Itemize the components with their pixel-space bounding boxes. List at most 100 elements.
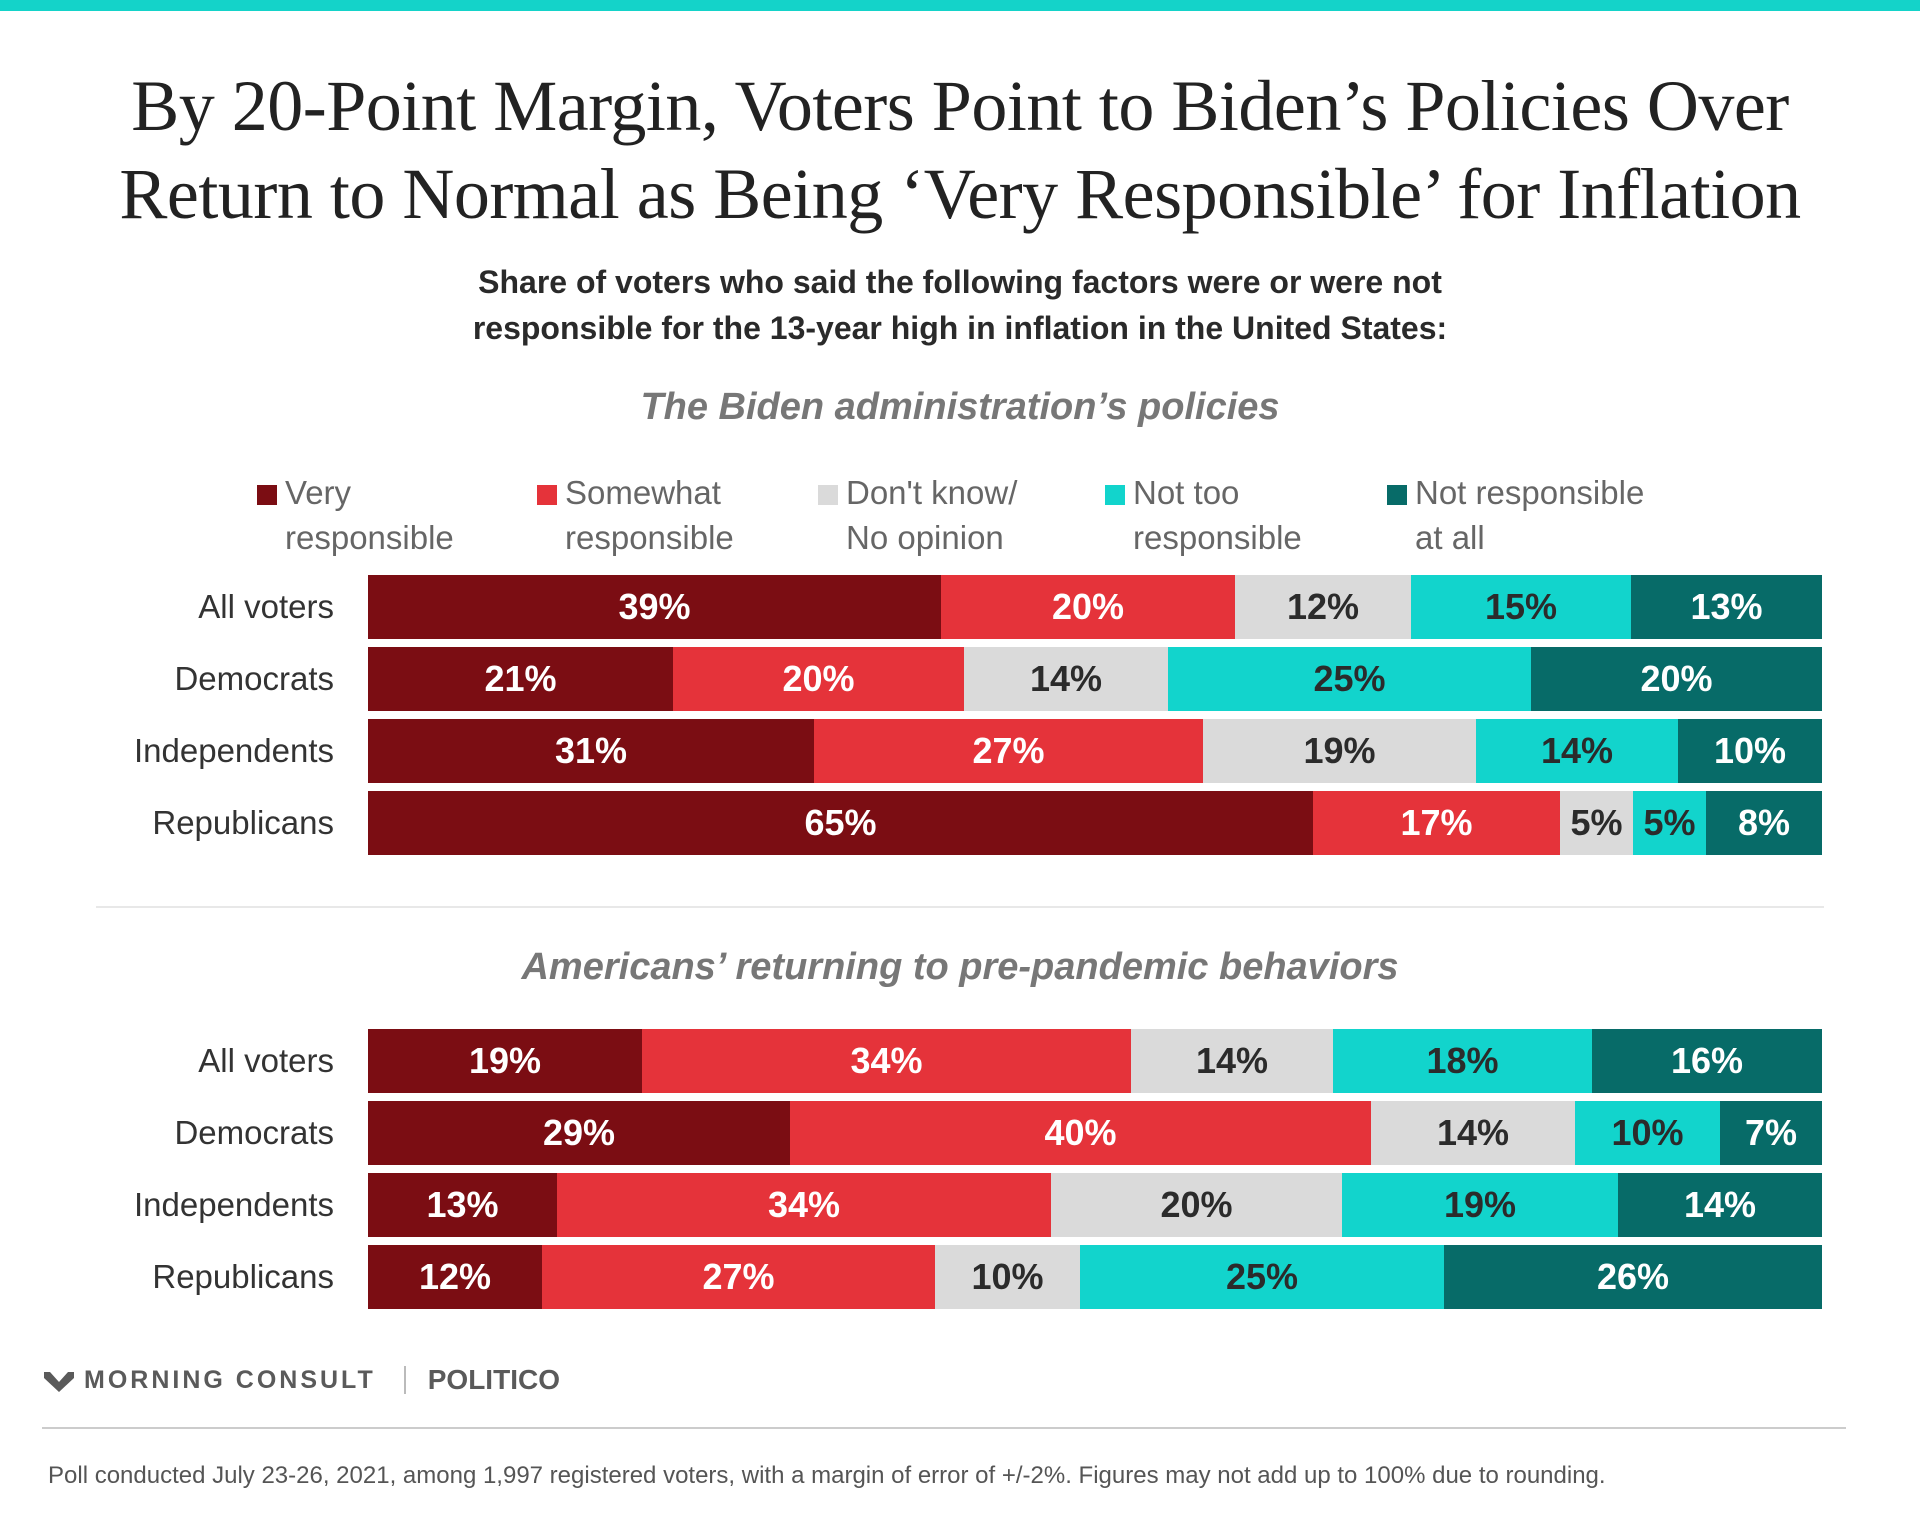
bar-value-label: 12% bbox=[418, 1256, 492, 1297]
bar-segment: 34% bbox=[642, 1029, 1131, 1093]
bar-value-label: 19% bbox=[1303, 730, 1376, 771]
stacked-bar-row: 19% 34% 14% 18% 16% bbox=[368, 1029, 1822, 1093]
legend-swatch bbox=[257, 485, 277, 505]
row-label: Independents bbox=[133, 1186, 334, 1223]
bar-value-label: 20% bbox=[1051, 586, 1125, 627]
chart-subtitle-line1: Share of voters who said the following f… bbox=[478, 264, 1442, 300]
bar-value-label: 10% bbox=[1611, 1112, 1684, 1153]
brand-footer: MORNING CONSULT POLITICO bbox=[44, 1360, 560, 1400]
stacked-bar-row: 21% 20% 14% 25% 20% bbox=[368, 647, 1822, 711]
bar-segment: 14% bbox=[1476, 719, 1678, 783]
bar-value-label: 31% bbox=[554, 730, 628, 771]
bar-segment: 25% bbox=[1168, 647, 1531, 711]
bar-segment: 40% bbox=[790, 1101, 1371, 1165]
bar-segment: 20% bbox=[941, 575, 1235, 639]
bar-value-label: 29% bbox=[542, 1112, 616, 1153]
bar-value-label: 26% bbox=[1596, 1256, 1670, 1297]
bar-segment: 14% bbox=[1131, 1029, 1333, 1093]
bar-segment: 10% bbox=[1678, 719, 1822, 783]
panel-divider bbox=[96, 906, 1824, 908]
bar-value-label: 39% bbox=[618, 586, 691, 627]
legend-label: Not too bbox=[1133, 474, 1240, 511]
bar-segment: 7% bbox=[1720, 1101, 1822, 1165]
bar-value-label: 17% bbox=[1400, 802, 1473, 843]
bar-segment: 19% bbox=[1203, 719, 1476, 783]
bar-segment: 14% bbox=[1618, 1173, 1822, 1237]
footer-rule bbox=[42, 1427, 1846, 1429]
bar-segment: 12% bbox=[368, 1245, 542, 1309]
bar-segment: 13% bbox=[1631, 575, 1822, 639]
bar-segment: 27% bbox=[814, 719, 1203, 783]
bar-value-label: 13% bbox=[1690, 586, 1763, 627]
legend-label: at all bbox=[1415, 519, 1485, 556]
panel-title-pre-pandemic-behaviors: Americans’ returning to pre-pandemic beh… bbox=[521, 946, 1399, 988]
legend-swatch bbox=[1387, 485, 1407, 505]
bar-segment: 20% bbox=[1531, 647, 1822, 711]
bar-value-label: 40% bbox=[1044, 1112, 1117, 1153]
bar-segment: 29% bbox=[368, 1101, 790, 1165]
brand-separator bbox=[403, 1366, 406, 1394]
legend-swatch bbox=[818, 485, 838, 505]
legend-swatch bbox=[537, 485, 557, 505]
row-label: Republicans bbox=[152, 804, 334, 841]
bar-value-label: 20% bbox=[1640, 658, 1713, 699]
bar-segment: 39% bbox=[368, 575, 941, 639]
bar-value-label: 14% bbox=[1029, 658, 1103, 699]
bar-value-label: 14% bbox=[1540, 730, 1614, 771]
bar-value-label: 12% bbox=[1286, 586, 1360, 627]
bar-value-label: 10% bbox=[971, 1256, 1044, 1297]
bar-value-label: 34% bbox=[850, 1040, 923, 1081]
bar-segment: 26% bbox=[1444, 1245, 1822, 1309]
bar-segment: 21% bbox=[368, 647, 673, 711]
bar-segment: 16% bbox=[1592, 1029, 1822, 1093]
legend-label: Very bbox=[285, 474, 352, 511]
legend-item-not-responsible-at-all: Not responsible at all bbox=[1387, 470, 1644, 560]
row-label: All voters bbox=[198, 588, 334, 625]
legend-item-somewhat-responsible: Somewhat responsible bbox=[537, 470, 734, 560]
stacked-bar-row: 39% 20% 12% 15% 13% bbox=[368, 575, 1822, 639]
legend-item-not-too-responsible: Not too responsible bbox=[1105, 470, 1302, 560]
bar-segment: 34% bbox=[557, 1173, 1051, 1237]
row-label: All voters bbox=[198, 1042, 334, 1079]
bar-segment: 13% bbox=[368, 1173, 557, 1237]
legend-label: Not responsible bbox=[1415, 474, 1645, 511]
bar-segment: 14% bbox=[1371, 1101, 1575, 1165]
bar-value-label: 8% bbox=[1737, 802, 1791, 843]
bar-value-label: 18% bbox=[1426, 1040, 1499, 1081]
bar-segment: 10% bbox=[1575, 1101, 1720, 1165]
bar-segment: 8% bbox=[1706, 791, 1822, 855]
chart-subtitle: Share of voters who said the following f… bbox=[0, 259, 1920, 351]
legend-label: No opinion bbox=[846, 519, 1004, 556]
bar-segment: 14% bbox=[964, 647, 1168, 711]
bar-segment: 31% bbox=[368, 719, 814, 783]
legend-item-very-responsible: Very responsible bbox=[257, 470, 454, 560]
bar-value-label: 20% bbox=[782, 658, 855, 699]
bar-value-label: 25% bbox=[1225, 1256, 1299, 1297]
row-label: Democrats bbox=[174, 1114, 334, 1151]
bar-segment: 20% bbox=[1051, 1173, 1342, 1237]
stacked-bar-row: 12% 27% 10% 25% 26% bbox=[368, 1245, 1822, 1309]
bar-value-label: 19% bbox=[1443, 1184, 1517, 1225]
legend: Very responsible Somewhat responsible Do… bbox=[0, 470, 1920, 560]
stacked-bar-row: 29% 40% 14% 10% 7% bbox=[368, 1101, 1822, 1165]
bar-value-label: 25% bbox=[1313, 658, 1386, 699]
bar-segment: 15% bbox=[1411, 575, 1631, 639]
bar-value-label: 5% bbox=[1570, 802, 1623, 843]
bar-value-label: 65% bbox=[804, 802, 877, 843]
legend-label: responsible bbox=[1133, 519, 1302, 556]
legend-label: responsible bbox=[565, 519, 734, 556]
bar-value-label: 34% bbox=[767, 1184, 841, 1225]
row-label: Republicans bbox=[152, 1258, 334, 1295]
bar-value-label: 7% bbox=[1744, 1112, 1798, 1153]
bar-segment: 19% bbox=[368, 1029, 642, 1093]
bar-segment: 12% bbox=[1235, 575, 1411, 639]
bar-value-label: 19% bbox=[468, 1040, 542, 1081]
legend-label: Don't know/ bbox=[846, 474, 1018, 511]
bar-value-label: 14% bbox=[1683, 1184, 1757, 1225]
bar-value-label: 27% bbox=[702, 1256, 775, 1297]
bar-value-label: 14% bbox=[1436, 1112, 1510, 1153]
bar-segment: 20% bbox=[673, 647, 964, 711]
panel-title-biden-policies: The Biden administration’s policies bbox=[640, 386, 1280, 428]
chart-title-line1: By 20-Point Margin, Voters Point to Bide… bbox=[131, 66, 1789, 146]
bar-segment: 19% bbox=[1342, 1173, 1618, 1237]
